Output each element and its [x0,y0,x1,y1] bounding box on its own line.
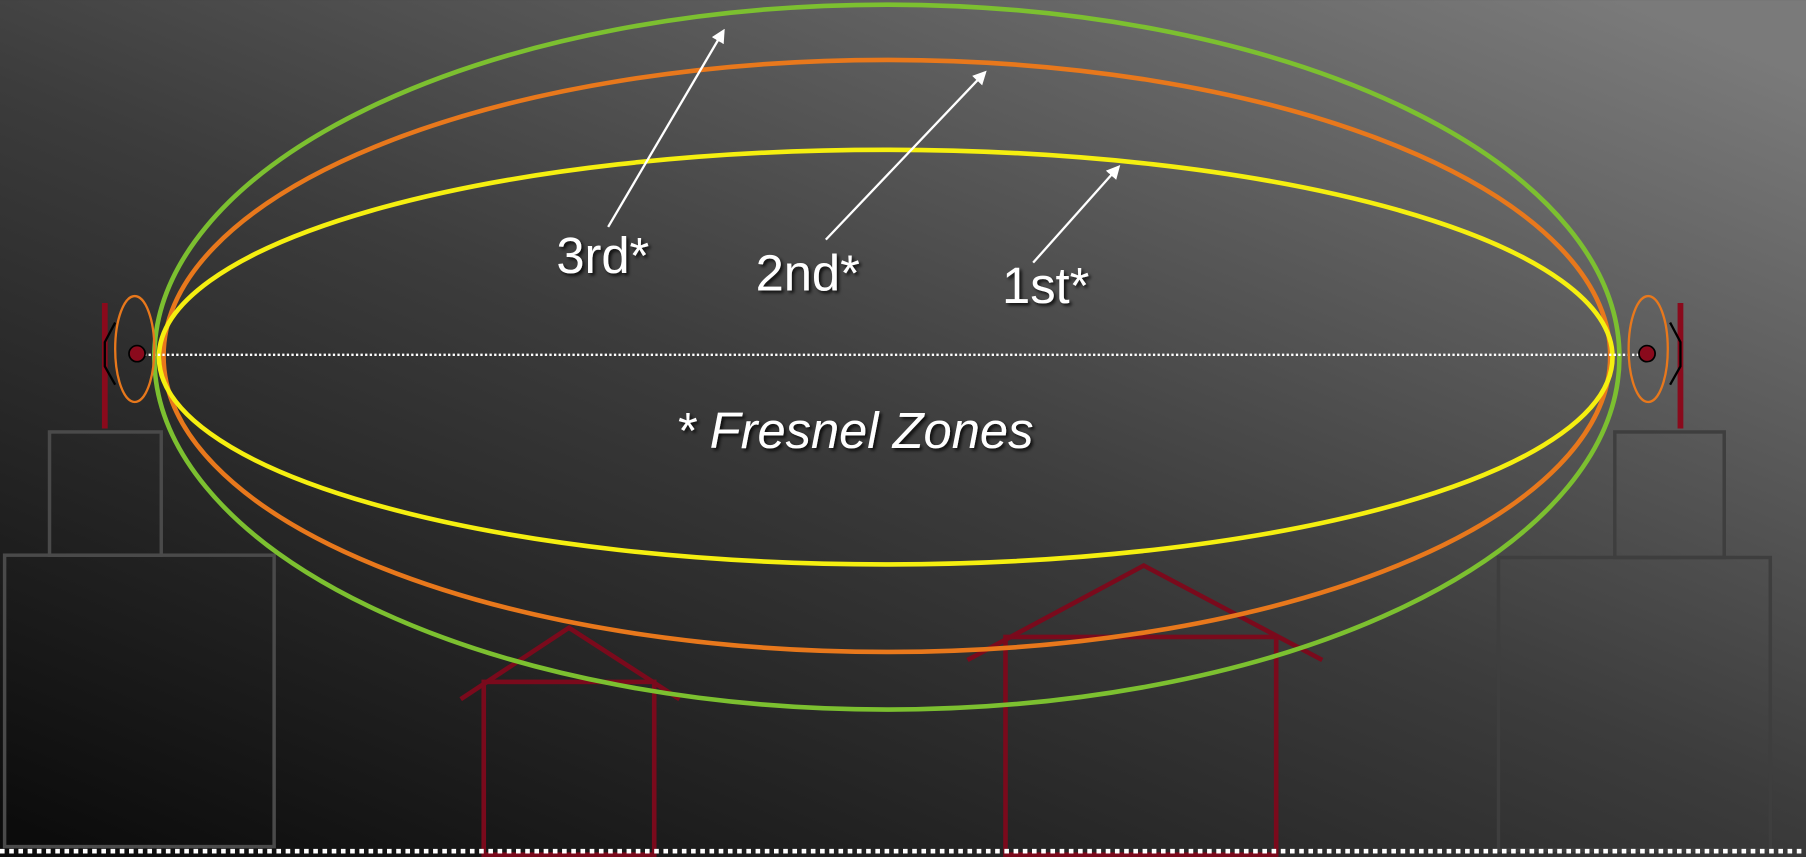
zone-label: 1st* [1002,257,1089,314]
buildings [2,430,1773,852]
antenna-left [101,294,156,429]
caption: * Fresnel Zones [676,402,1034,459]
zone-label: 2nd* [756,244,860,301]
houses [459,562,1324,857]
arrows [607,28,1121,264]
zone-label: 3rd* [556,227,649,284]
antenna-right [1627,294,1684,429]
labels: 3rd* 2nd* 1st* * Fresnel Zones [556,227,1089,459]
